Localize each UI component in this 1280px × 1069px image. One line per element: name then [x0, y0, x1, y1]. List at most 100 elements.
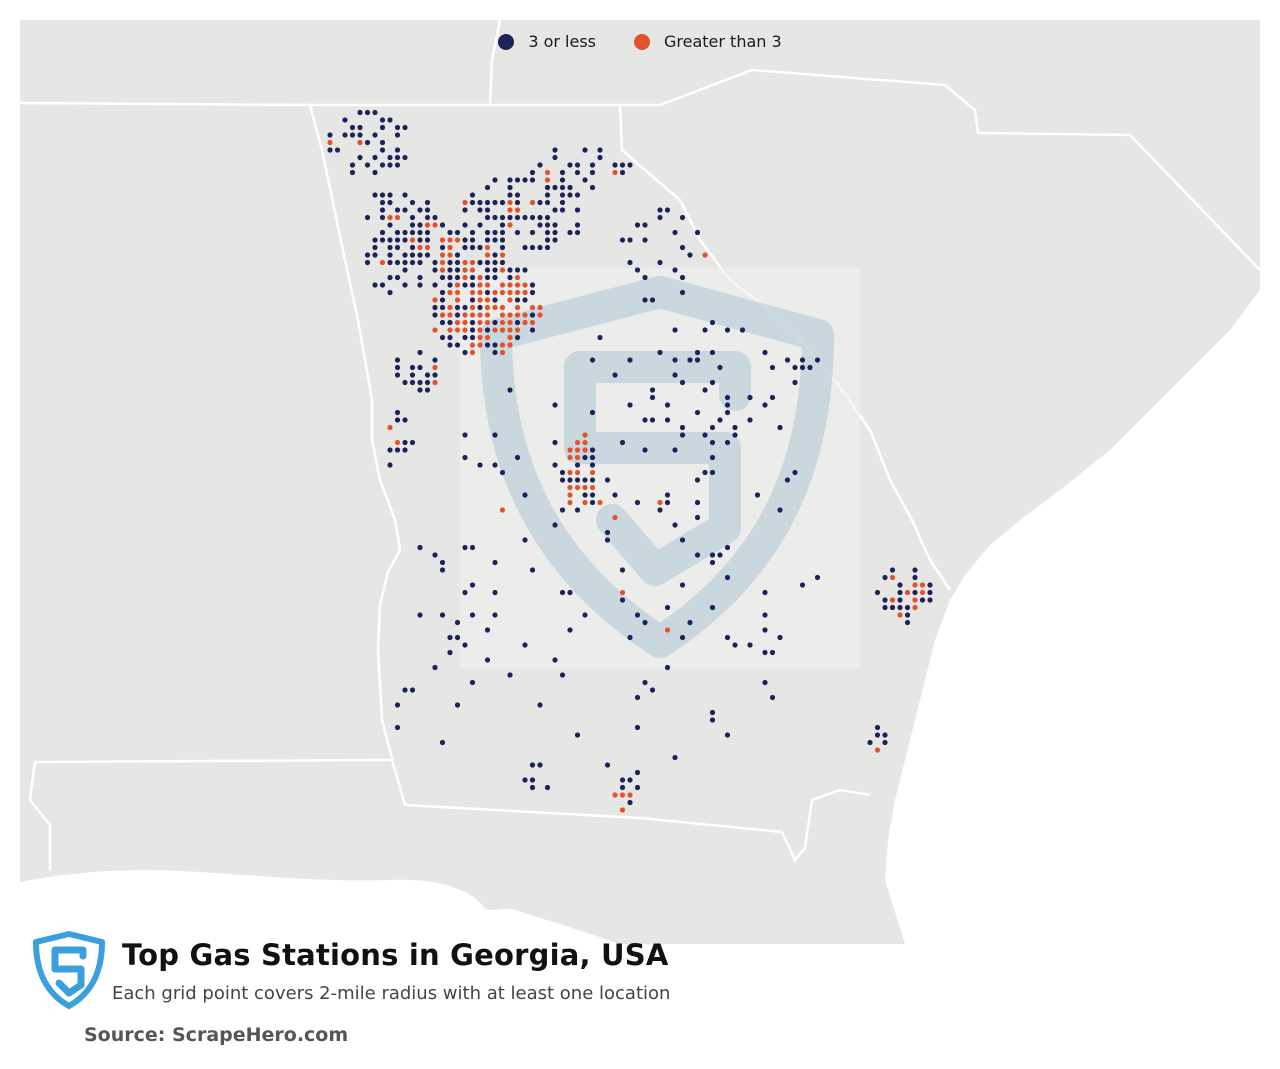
- grid-point-greater-than-3: [469, 267, 476, 273]
- grid-point-3-or-less: [424, 237, 431, 243]
- grid-point-3-or-less: [507, 274, 513, 281]
- grid-point-3-or-less: [582, 454, 588, 461]
- grid-point-3-or-less: [582, 612, 588, 618]
- grid-point-greater-than-3: [499, 312, 506, 318]
- grid-point-3-or-less: [522, 537, 528, 543]
- grid-point-3-or-less: [657, 259, 663, 266]
- grid-point-3-or-less: [372, 169, 378, 176]
- grid-point-greater-than-3: [469, 312, 476, 318]
- grid-point-greater-than-3: [514, 207, 521, 213]
- grid-point-3-or-less: [777, 424, 783, 431]
- grid-point-3-or-less: [724, 402, 731, 408]
- grid-point-3-or-less: [424, 207, 431, 213]
- grid-point-greater-than-3: [439, 237, 446, 243]
- grid-point-3-or-less: [387, 162, 393, 168]
- grid-point-greater-than-3: [394, 214, 401, 221]
- grid-point-greater-than-3: [619, 807, 626, 813]
- grid-point-3-or-less: [492, 252, 498, 258]
- grid-point-3-or-less: [417, 207, 423, 213]
- grid-point-greater-than-3: [477, 342, 483, 348]
- grid-point-3-or-less: [424, 229, 431, 236]
- grid-point-3-or-less: [567, 184, 573, 191]
- grid-point-3-or-less: [469, 582, 476, 588]
- grid-point-3-or-less: [552, 229, 558, 236]
- grid-point-3-or-less: [649, 387, 656, 393]
- grid-point-3-or-less: [514, 334, 521, 341]
- grid-point-3-or-less: [664, 499, 671, 506]
- grid-point-3-or-less: [447, 274, 453, 281]
- legend-dot-navy-icon: [498, 33, 515, 50]
- grid-point-3-or-less: [679, 244, 686, 251]
- grid-point-3-or-less: [762, 402, 768, 408]
- grid-point-3-or-less: [454, 312, 461, 318]
- grid-point-greater-than-3: [417, 244, 423, 251]
- grid-point-3-or-less: [417, 259, 423, 266]
- grid-point-3-or-less: [717, 552, 723, 558]
- grid-point-3-or-less: [409, 229, 416, 236]
- grid-point-3-or-less: [477, 207, 483, 213]
- grid-point-3-or-less: [559, 199, 566, 206]
- grid-point-greater-than-3: [874, 747, 881, 753]
- grid-point-3-or-less: [814, 357, 821, 363]
- grid-point-3-or-less: [507, 192, 513, 198]
- grid-point-3-or-less: [432, 304, 438, 311]
- grid-point-3-or-less: [409, 259, 416, 266]
- grid-point-3-or-less: [409, 687, 416, 693]
- grid-point-3-or-less: [417, 252, 423, 258]
- grid-point-3-or-less: [724, 394, 731, 401]
- grid-point-3-or-less: [634, 694, 641, 701]
- grid-point-3-or-less: [574, 207, 581, 213]
- grid-point-3-or-less: [589, 447, 596, 453]
- grid-point-3-or-less: [529, 784, 536, 791]
- grid-point-3-or-less: [679, 582, 686, 588]
- grid-point-3-or-less: [664, 207, 671, 213]
- grid-point-3-or-less: [709, 709, 716, 716]
- grid-point-3-or-less: [387, 154, 393, 161]
- grid-point-greater-than-3: [499, 304, 506, 311]
- grid-point-3-or-less: [574, 477, 581, 483]
- grid-point-3-or-less: [709, 469, 716, 476]
- grid-point-greater-than-3: [447, 244, 453, 251]
- grid-point-3-or-less: [387, 274, 393, 281]
- grid-point-3-or-less: [874, 589, 881, 596]
- grid-point-3-or-less: [897, 589, 903, 596]
- grid-point-3-or-less: [724, 409, 731, 416]
- grid-point-greater-than-3: [499, 252, 506, 258]
- map-panel: [20, 20, 1260, 944]
- grid-point-3-or-less: [904, 612, 911, 618]
- grid-point-3-or-less: [507, 177, 513, 183]
- grid-point-3-or-less: [927, 597, 933, 603]
- grid-point-greater-than-3: [514, 289, 521, 296]
- grid-point-3-or-less: [762, 589, 768, 596]
- grid-point-3-or-less: [604, 537, 611, 543]
- grid-point-greater-than-3: [357, 139, 363, 146]
- grid-point-3-or-less: [432, 357, 438, 363]
- grid-point-3-or-less: [664, 664, 671, 671]
- grid-point-3-or-less: [807, 364, 813, 371]
- grid-point-3-or-less: [439, 297, 446, 303]
- grid-point-greater-than-3: [664, 627, 671, 633]
- grid-point-3-or-less: [649, 394, 656, 401]
- grid-point-3-or-less: [439, 567, 446, 573]
- grid-point-greater-than-3: [507, 282, 513, 288]
- grid-point-3-or-less: [342, 117, 348, 123]
- grid-point-3-or-less: [777, 507, 783, 513]
- grid-point-3-or-less: [417, 229, 423, 236]
- grid-point-greater-than-3: [387, 424, 393, 431]
- grid-point-3-or-less: [709, 717, 716, 723]
- grid-point-greater-than-3: [477, 319, 483, 326]
- grid-point-3-or-less: [544, 244, 551, 251]
- grid-point-3-or-less: [349, 162, 356, 168]
- grid-point-3-or-less: [724, 732, 731, 738]
- grid-point-3-or-less: [417, 544, 423, 551]
- grid-point-greater-than-3: [507, 199, 513, 206]
- grid-point-3-or-less: [349, 169, 356, 176]
- grid-point-3-or-less: [379, 207, 386, 213]
- grid-point-3-or-less: [432, 282, 438, 288]
- grid-point-3-or-less: [627, 259, 633, 266]
- grid-point-3-or-less: [529, 244, 536, 251]
- grid-point-3-or-less: [372, 154, 378, 161]
- grid-point-3-or-less: [529, 282, 536, 288]
- grid-point-3-or-less: [589, 357, 596, 363]
- grid-point-3-or-less: [679, 432, 686, 438]
